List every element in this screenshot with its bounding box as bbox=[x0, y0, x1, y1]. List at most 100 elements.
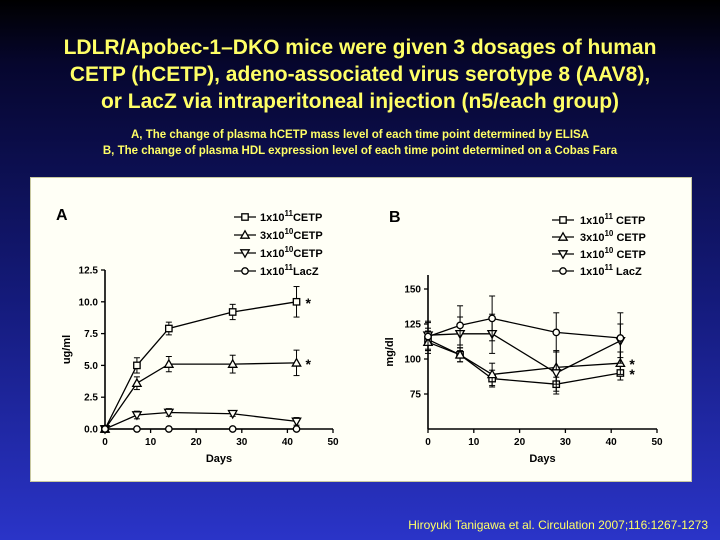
significance-marker: * bbox=[629, 366, 635, 382]
data-point bbox=[227, 409, 238, 420]
legend-entry: 1x1011 CETP bbox=[552, 212, 645, 227]
slide-subtitle: A, The change of plasma hCETP mass level… bbox=[0, 127, 720, 159]
data-point bbox=[424, 332, 432, 341]
legend-entry: 1x1010 CETP bbox=[552, 246, 646, 261]
title-line-3: or LacZ via intraperitoneal injection (n… bbox=[100, 90, 620, 113]
figure-panel: A 0 10 20 30 40 50 0.0 2.5 5.0 7.5 10.0 12.5 Days ug/m… bbox=[30, 177, 692, 482]
legend-marker bbox=[557, 250, 569, 260]
x-tick-label: 0 bbox=[425, 437, 431, 448]
x-tick-label: 50 bbox=[327, 437, 339, 448]
data-point bbox=[291, 417, 302, 427]
data-point bbox=[291, 357, 302, 367]
significance-marker: * bbox=[306, 356, 312, 372]
chart-a: A 0 10 20 30 40 50 0.0 2.5 5.0 7.5 10.0 12.5 Days ug/m… bbox=[56, 207, 339, 465]
subtitle-line-1: A, The change of plasma hCETP mass level… bbox=[131, 129, 589, 141]
x-tick-label: 10 bbox=[468, 437, 480, 448]
data-point bbox=[550, 369, 562, 379]
legend-marker bbox=[559, 216, 567, 224]
y-tick-label: 5.0 bbox=[84, 361, 98, 372]
significance-marker: * bbox=[306, 295, 312, 311]
legend-label: 1x1011LacZ bbox=[260, 263, 319, 278]
series-1: * bbox=[99, 349, 312, 433]
series-line bbox=[427, 317, 621, 339]
slide-title: LDLR/Apobec-1–DKO mice were given 3 dosa… bbox=[0, 34, 720, 115]
y-tick-label: 0.0 bbox=[84, 425, 98, 436]
legend-label: 1x1011CETP bbox=[260, 209, 322, 224]
x-tick-label: 20 bbox=[514, 437, 526, 448]
series-line bbox=[104, 411, 297, 430]
subtitle-line-2: B, The change of plasma HDL expression l… bbox=[102, 145, 618, 157]
legend-entry: 3x1010CETP bbox=[234, 227, 323, 242]
y-tick-label: 2.5 bbox=[84, 393, 98, 404]
legend-marker bbox=[557, 231, 569, 241]
data-point bbox=[131, 411, 143, 421]
data-point bbox=[488, 314, 496, 323]
panel-label: A bbox=[56, 207, 68, 224]
x-tick-label: 10 bbox=[145, 437, 157, 448]
y-axis-label: mg/dl bbox=[384, 337, 396, 366]
data-point bbox=[292, 297, 301, 306]
y-tick-label: 7.5 bbox=[84, 329, 98, 340]
legend-marker bbox=[559, 267, 567, 275]
data-point bbox=[164, 324, 173, 333]
series-0: * bbox=[424, 327, 635, 392]
legend-label: 3x1010 CETP bbox=[580, 229, 646, 244]
legend-entry: 1x1011CETP bbox=[234, 209, 322, 224]
series-3 bbox=[101, 425, 301, 433]
data-point bbox=[486, 368, 498, 379]
y-tick-label: 125 bbox=[404, 320, 421, 331]
legend-entry: 1x1011 LacZ bbox=[552, 263, 642, 278]
legend-label: 3x1010CETP bbox=[260, 227, 323, 242]
title-line-1: LDLR/Apobec-1–DKO mice were given 3 dosa… bbox=[63, 36, 657, 59]
legend-entry: 1x1011LacZ bbox=[234, 263, 319, 278]
x-axis-label: Days bbox=[529, 453, 555, 465]
series-1: * bbox=[422, 330, 635, 387]
x-tick-label: 30 bbox=[560, 437, 572, 448]
legend-entry: 3x1010 CETP bbox=[552, 229, 646, 244]
data-point bbox=[228, 308, 237, 316]
series-3 bbox=[424, 295, 625, 364]
y-tick-label: 10.0 bbox=[79, 297, 99, 308]
y-axis-label: ug/ml bbox=[61, 335, 73, 364]
data-point bbox=[133, 361, 141, 370]
panel-label: B bbox=[389, 209, 401, 226]
legend-marker bbox=[239, 229, 251, 239]
figure-svg: A 0 10 20 30 40 50 0.0 2.5 5.0 7.5 10.0 12.5 Days ug/m… bbox=[56, 207, 663, 465]
data-point bbox=[133, 425, 141, 433]
x-tick-label: 40 bbox=[606, 437, 618, 448]
x-tick-label: 40 bbox=[282, 437, 294, 448]
data-point bbox=[163, 358, 175, 368]
data-point bbox=[456, 321, 464, 330]
x-tick-label: 20 bbox=[191, 437, 203, 448]
series-0: * bbox=[101, 286, 312, 433]
title-line-2: CETP (hCETP), adeno-associated virus ser… bbox=[69, 63, 651, 86]
y-tick-label: 100 bbox=[404, 355, 421, 366]
legend-label: 1x1011 CETP bbox=[580, 212, 645, 227]
x-tick-label: 0 bbox=[102, 437, 108, 448]
x-axis-label: Days bbox=[206, 453, 232, 465]
data-point bbox=[101, 425, 109, 433]
legend-label: 1x1010CETP bbox=[260, 245, 323, 260]
y-tick-label: 150 bbox=[404, 285, 421, 296]
data-point bbox=[616, 334, 625, 342]
legend-marker bbox=[239, 249, 251, 259]
data-point bbox=[131, 377, 143, 388]
citation: Hiroyuki Tanigawa et al. Circulation 200… bbox=[408, 518, 708, 532]
data-point bbox=[228, 425, 237, 433]
y-tick-label: 75 bbox=[410, 390, 422, 401]
legend-marker bbox=[241, 213, 249, 221]
x-tick-label: 50 bbox=[651, 437, 663, 448]
data-point bbox=[227, 358, 238, 368]
legend-label: 1x1010 CETP bbox=[580, 246, 646, 261]
chart-b: B 0 10 20 30 40 50 75 100 125 150 Days mg/dl * 1x1011 … bbox=[384, 209, 663, 465]
y-tick-label: 12.5 bbox=[79, 266, 99, 277]
significance-marker: * bbox=[629, 356, 635, 372]
x-tick-label: 30 bbox=[236, 437, 248, 448]
legend-label: 1x1011 LacZ bbox=[580, 263, 642, 278]
data-point bbox=[454, 349, 466, 359]
data-point bbox=[292, 425, 301, 433]
data-point bbox=[552, 328, 561, 337]
legend-entry: 1x1010CETP bbox=[234, 245, 323, 260]
data-point bbox=[164, 425, 173, 433]
series-line bbox=[427, 338, 621, 385]
